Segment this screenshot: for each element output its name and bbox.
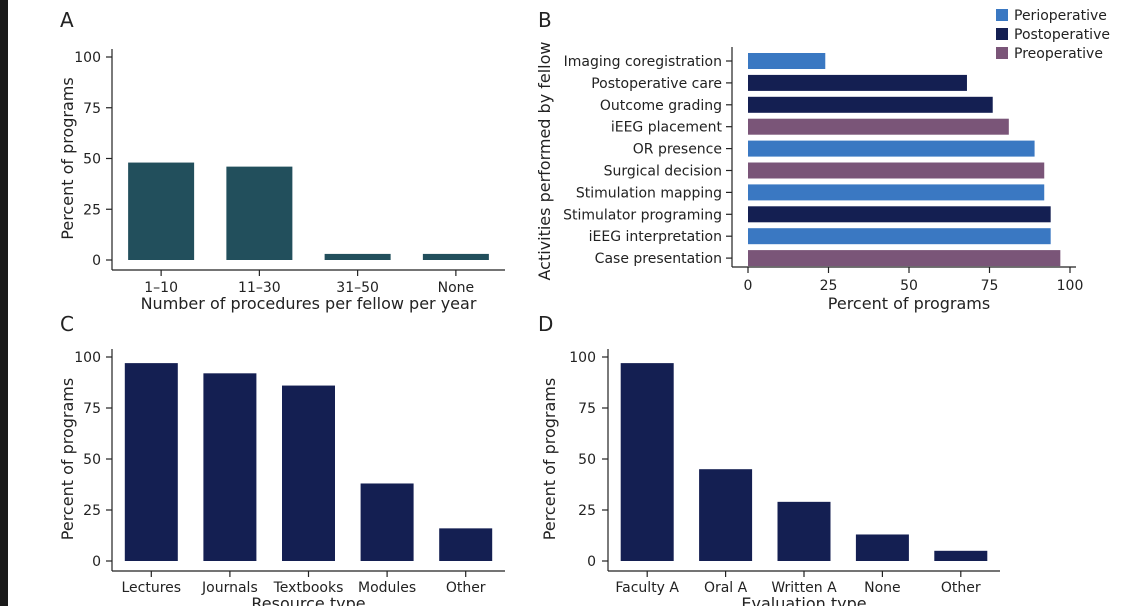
bar-3 bbox=[324, 253, 391, 260]
bar-4 bbox=[360, 483, 414, 561]
y-tick-label: 0 bbox=[92, 554, 101, 570]
bar-10 bbox=[748, 250, 1061, 267]
y-tick-label: 25 bbox=[83, 202, 101, 218]
y-tick-label: OR presence bbox=[633, 142, 722, 158]
bar-4 bbox=[422, 253, 489, 260]
bar-5 bbox=[748, 140, 1035, 157]
x-tick-label: 11–30 bbox=[238, 280, 281, 296]
x-tick-label: 25 bbox=[820, 278, 838, 294]
y-tick-label: 75 bbox=[83, 401, 101, 417]
panel-c: C 0 25 50 75 100 Percent of programs Lectures Jo… bbox=[58, 312, 505, 606]
bar-4 bbox=[855, 534, 909, 561]
panel-a: A 0 25 50 75 100 Percent of programs 1–10 11–30 3… bbox=[58, 8, 505, 313]
x-axis-label: Resource type bbox=[251, 594, 365, 606]
bar-2 bbox=[699, 469, 753, 561]
panel-b: B Imaging coregistration Postoperative car… bbox=[535, 8, 1110, 313]
panel-label: B bbox=[538, 8, 552, 32]
bar-6 bbox=[748, 162, 1045, 179]
bar-3 bbox=[282, 385, 335, 561]
y-axis-label: Activities performed by fellow bbox=[535, 42, 554, 281]
bar-7 bbox=[748, 184, 1045, 201]
panel-label: D bbox=[538, 312, 553, 336]
bar-2 bbox=[748, 74, 967, 91]
y-tick-label: 75 bbox=[83, 101, 101, 117]
panel-d: D 0 25 50 75 100 Percent of programs Faculty A O… bbox=[538, 312, 1000, 606]
x-axis-label: Evaluation type bbox=[741, 594, 866, 606]
x-tick-label: 31–50 bbox=[336, 280, 379, 296]
x-axis-label: Number of procedures per fellow per year bbox=[141, 294, 477, 313]
x-tick-label: Textbooks bbox=[273, 580, 344, 596]
y-tick-label: Outcome grading bbox=[600, 98, 722, 114]
bar-8 bbox=[748, 206, 1051, 223]
y-tick-label: 25 bbox=[83, 503, 101, 519]
y-tick-label: 100 bbox=[74, 50, 101, 66]
y-tick-label: 25 bbox=[578, 503, 596, 519]
bar-4 bbox=[748, 118, 1009, 135]
x-tick-label: 100 bbox=[1057, 278, 1084, 294]
bar-5 bbox=[934, 550, 988, 561]
y-tick-label: 50 bbox=[83, 452, 101, 468]
y-axis-label: Percent of programs bbox=[540, 378, 559, 540]
bar-1 bbox=[124, 363, 178, 561]
x-tick-label: Journals bbox=[201, 580, 258, 596]
y-tick-label: iEEG interpretation bbox=[589, 229, 722, 245]
legend-label: Preoperative bbox=[1014, 46, 1103, 62]
y-tick-label: Case presentation bbox=[595, 251, 722, 267]
legend: Perioperative Postoperative Preoperative bbox=[996, 8, 1110, 62]
y-tick-label: Stimulation mapping bbox=[576, 185, 722, 201]
legend-swatch bbox=[996, 47, 1008, 59]
legend-label: Perioperative bbox=[1014, 8, 1107, 24]
y-tick-label: 0 bbox=[587, 554, 596, 570]
bar-2 bbox=[203, 373, 257, 561]
y-tick-label: Stimulator programing bbox=[563, 207, 722, 223]
y-tick-label: 100 bbox=[74, 350, 101, 366]
x-tick-label: Modules bbox=[358, 580, 416, 596]
y-tick-label: iEEG placement bbox=[611, 120, 723, 136]
y-axis-label: Percent of programs bbox=[58, 77, 77, 239]
bar-3 bbox=[748, 96, 993, 113]
bar-1 bbox=[128, 162, 195, 260]
screen-edge-bar bbox=[0, 0, 8, 606]
y-tick-label: Imaging coregistration bbox=[564, 54, 722, 70]
y-axis-label: Percent of programs bbox=[58, 378, 77, 540]
x-tick-label: Lectures bbox=[122, 580, 182, 596]
y-tick-label: 75 bbox=[578, 401, 596, 417]
x-tick-label: Written A bbox=[771, 580, 837, 596]
x-tick-label: 0 bbox=[744, 278, 753, 294]
legend-label: Postoperative bbox=[1014, 27, 1110, 43]
panel-label: A bbox=[60, 8, 74, 32]
bar-1 bbox=[620, 363, 674, 561]
y-tick-label: Surgical decision bbox=[604, 164, 722, 180]
x-tick-label: Faculty A bbox=[615, 580, 679, 596]
y-tick-label: 0 bbox=[92, 253, 101, 269]
y-tick-label: Postoperative care bbox=[591, 76, 722, 92]
bar-1 bbox=[748, 53, 826, 69]
y-tick-label: 100 bbox=[569, 350, 596, 366]
x-axis-label: Percent of programs bbox=[828, 294, 990, 313]
bar-9 bbox=[748, 228, 1051, 245]
x-tick-label: Oral A bbox=[704, 580, 748, 596]
x-tick-label: 75 bbox=[981, 278, 999, 294]
bar-3 bbox=[777, 501, 831, 561]
x-tick-label: None bbox=[438, 280, 475, 296]
panel-label: C bbox=[60, 312, 74, 336]
y-tick-label: 50 bbox=[578, 452, 596, 468]
x-tick-label: 50 bbox=[900, 278, 918, 294]
x-tick-label: None bbox=[864, 580, 901, 596]
bar-2 bbox=[226, 166, 293, 260]
x-tick-label: Other bbox=[446, 580, 486, 596]
legend-swatch bbox=[996, 28, 1008, 40]
y-tick-label: 50 bbox=[83, 152, 101, 168]
legend-swatch bbox=[996, 9, 1008, 21]
bar-5 bbox=[439, 528, 493, 561]
x-tick-label: 1–10 bbox=[144, 280, 178, 296]
x-tick-label: Other bbox=[941, 580, 981, 596]
